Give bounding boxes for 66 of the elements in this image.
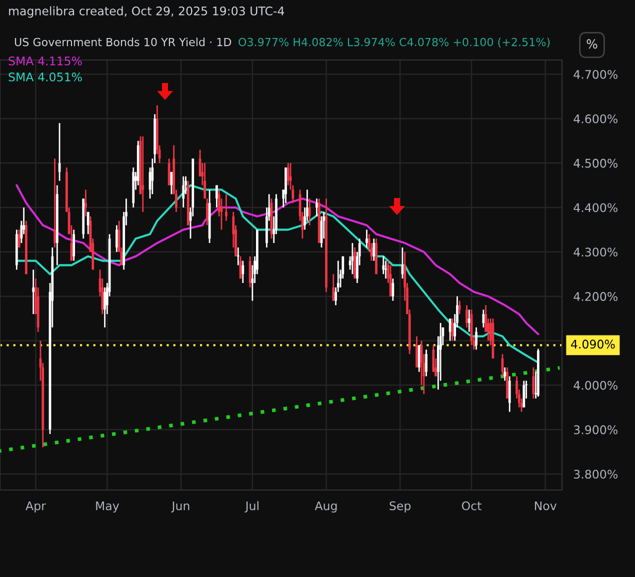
x-tick-label: Oct xyxy=(462,501,482,510)
x-tick-label: Sep xyxy=(390,501,411,513)
candlestick xyxy=(351,242,354,275)
candlestick xyxy=(372,238,376,262)
ref-line-label: 4.090% xyxy=(571,340,615,349)
candlestick xyxy=(416,336,418,368)
x-tick-label: Aug xyxy=(314,501,337,513)
y-tick-label: 4.600% xyxy=(574,114,618,124)
y-tick-label: 4.500% xyxy=(574,158,618,168)
candlestick xyxy=(216,184,218,208)
candlestick xyxy=(466,304,468,328)
text: O3.977% H4.082% L3.974% C4.078% +0.100 (+2.51%) xyxy=(238,38,550,48)
text: SMA 4.115% xyxy=(8,56,82,66)
candlestick xyxy=(104,286,106,328)
candlestick xyxy=(425,348,428,377)
candlestick xyxy=(316,198,318,218)
text: % xyxy=(586,39,598,49)
x-tick-label: Apr xyxy=(26,501,46,513)
candlestick xyxy=(286,162,290,186)
candlestick xyxy=(332,273,335,302)
candlestick xyxy=(242,260,244,284)
candlestick xyxy=(392,278,394,302)
y-tick-label: 4.300% xyxy=(574,248,618,257)
candlestick xyxy=(486,318,490,342)
candlestick xyxy=(225,193,228,222)
y-tick-label: 3.900% xyxy=(574,425,618,434)
text: magnelibra created, Oct 29, 2025 19:03 UTC-4 xyxy=(9,6,284,18)
candlestick xyxy=(482,308,485,328)
candlestick xyxy=(432,344,435,373)
candlestick xyxy=(508,376,511,413)
line-series xyxy=(16,184,540,336)
y-tick-label: 4.000% xyxy=(574,380,618,390)
candlestick xyxy=(418,344,420,373)
candlestick xyxy=(468,308,470,333)
candlestick xyxy=(142,136,144,213)
candlestick xyxy=(236,246,240,266)
text: SMA 4.051% xyxy=(8,72,82,82)
x-tick-label: Jul xyxy=(244,501,258,512)
candlestick xyxy=(448,318,452,342)
y-tick-label: 3.800% xyxy=(574,470,618,479)
candlestick xyxy=(168,158,170,186)
candlestick xyxy=(115,224,118,253)
x-tick-label: May xyxy=(96,501,120,513)
y-tick-label: 4.200% xyxy=(574,292,618,301)
x-tick-label: Jun xyxy=(171,501,190,512)
candlestick xyxy=(54,158,56,248)
candlestick xyxy=(72,228,76,262)
candlestick xyxy=(182,176,185,208)
candlestick xyxy=(475,326,478,350)
candlestick xyxy=(382,256,385,275)
chart-title: US Government Bonds 10 YR Yield · 1D xyxy=(14,38,232,46)
candlestick xyxy=(86,211,90,235)
candlestick xyxy=(308,198,311,226)
y-tick-label: 4.700% xyxy=(574,70,618,79)
candlestick xyxy=(118,220,120,253)
x-tick-label: Nov xyxy=(534,501,556,510)
candlestick xyxy=(204,162,206,200)
candlestick xyxy=(366,228,368,248)
candlestick xyxy=(504,366,506,382)
y-tick-label: 4.400% xyxy=(574,203,618,212)
candlestick xyxy=(32,268,35,315)
candlestick xyxy=(532,366,535,400)
candlestick xyxy=(84,189,87,218)
candlestick xyxy=(522,380,526,408)
candlestick xyxy=(206,198,208,226)
candlestick xyxy=(458,300,461,315)
